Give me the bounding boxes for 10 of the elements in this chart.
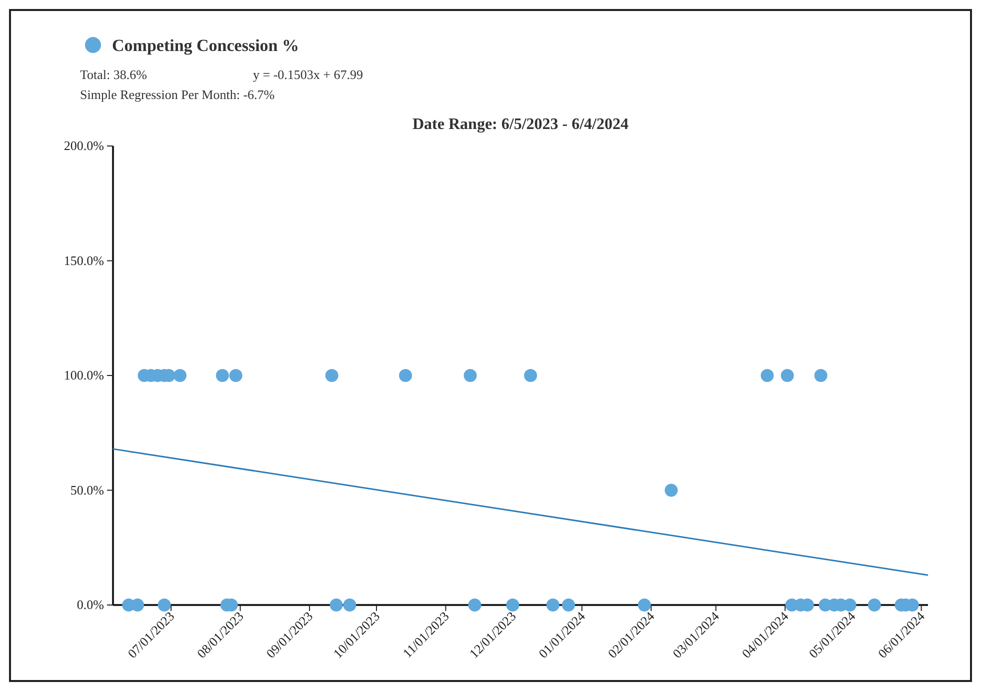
text: Simple Regression Per Month: -6.7% bbox=[80, 87, 275, 102]
y-tick-label: 50.0% bbox=[70, 482, 104, 498]
chart-title: Date Range: 6/5/2023 - 6/4/2024 bbox=[412, 116, 628, 133]
legend-label: Competing Concession % bbox=[112, 36, 300, 55]
text: Total: 38.6% bbox=[80, 67, 148, 82]
y-tick-label: 150.0% bbox=[64, 252, 104, 268]
y-tick-label: 200.0% bbox=[64, 138, 104, 153]
y-tick-label: 0.0% bbox=[76, 597, 104, 612]
text: y = -0.1503x + 67.99 bbox=[253, 67, 363, 82]
y-tick-label: 100.0% bbox=[64, 368, 104, 382]
